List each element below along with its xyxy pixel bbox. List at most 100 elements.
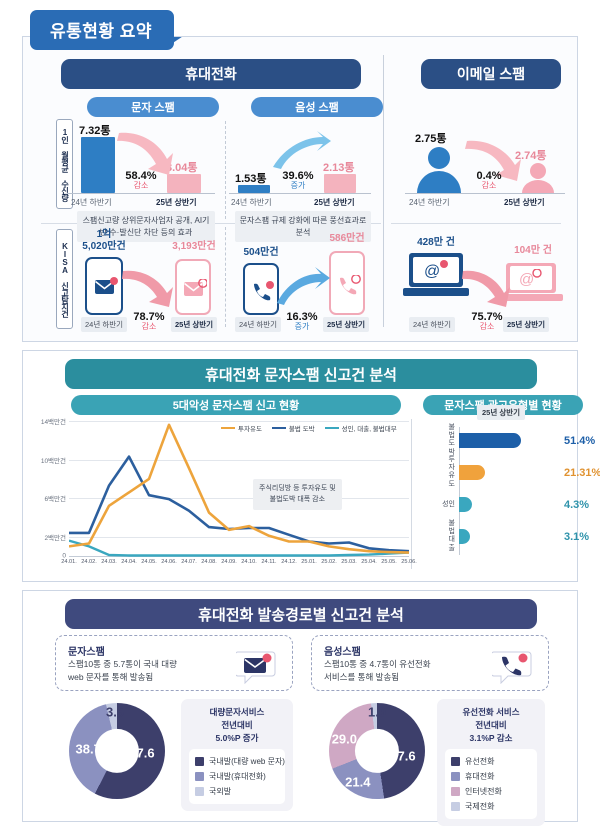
person-icon-prev bbox=[415, 147, 463, 193]
gridline-14 bbox=[69, 421, 409, 422]
email-report-prev-value: 428만 건 bbox=[417, 237, 455, 248]
legend-swatch-sms-1 bbox=[195, 772, 204, 782]
xtick-4: 24.05. bbox=[141, 559, 157, 565]
voice-report-change-dir: 증가 bbox=[294, 322, 310, 332]
envelope-icon-pink bbox=[184, 279, 207, 296]
xtick-10: 24.11. bbox=[261, 559, 277, 565]
line-series-illegal-gambling bbox=[69, 455, 409, 553]
ytick-2: 2백만건 bbox=[44, 534, 66, 542]
voice-curr-bar bbox=[324, 174, 356, 193]
ytick-14: 14백만건 bbox=[40, 419, 66, 426]
sms-period-prev: 24년 하반기 bbox=[71, 198, 112, 207]
row-divider-right bbox=[391, 223, 561, 224]
xtick-5: 24.06. bbox=[161, 559, 177, 565]
email-period-prev: 24년 하반기 bbox=[409, 198, 450, 207]
legend-item-sms-0: 국내발(대량 web 문자) bbox=[195, 754, 285, 769]
laptop-icon-prev: @ bbox=[403, 253, 469, 299]
svg-text:@: @ bbox=[424, 263, 440, 280]
column-divider-2 bbox=[225, 227, 226, 327]
card-voice-title: 음성스팸 bbox=[324, 647, 361, 658]
card-sms-route: 문자스팸 스팸10통 중 5.7통이 국내 대량 web 문자를 통해 발송됨 bbox=[55, 635, 293, 691]
legend-box-sms-route: 대량문자서비스 전년대비 5.0%P 증가 국내발(대량 web 문자) 국내발… bbox=[181, 699, 293, 812]
sms-curr-value: 3.04통 bbox=[166, 162, 198, 174]
sms-report-analysis-panel: 휴대전화 문자스팸 신고건 분석 5대악성 문자스팸 신고 현황 문자스팸 광고… bbox=[22, 350, 600, 582]
bar-fill-adult bbox=[459, 497, 472, 512]
row-label-kisa-reports: KISA 신고탐지건 bbox=[56, 229, 73, 329]
person-icon-curr bbox=[520, 163, 556, 193]
legend-swatch-voice-0 bbox=[451, 757, 460, 767]
gridline-2 bbox=[69, 536, 409, 538]
column-divider-1 bbox=[225, 121, 226, 219]
legend-swatch-sms-2 bbox=[195, 787, 204, 797]
sms-report-period-curr: 25년 상반기 bbox=[171, 317, 218, 332]
bar-label-illegal-loan: 불법 대출 bbox=[448, 519, 455, 552]
xtick-14: 25.03. bbox=[341, 559, 357, 565]
bar-chart-period: 25년 상반기 bbox=[477, 405, 526, 420]
header-sms-report-analysis: 휴대전화 문자스팸 신고건 분석 bbox=[55, 359, 547, 389]
legend-swatch-voice-2 bbox=[451, 787, 460, 797]
legend-items-voice: 유선전화 휴대전화 인터넷전화 국제전화 bbox=[445, 749, 537, 820]
card-sms-text: 스팸10통 중 5.7통이 국내 대량 web 문자를 통해 발송됨 bbox=[68, 659, 177, 682]
sms-report-prev-value: 1억 5,020만건 bbox=[82, 229, 126, 252]
xtick-1: 24.02. bbox=[81, 559, 97, 565]
voice-change-dir: 증가 bbox=[290, 181, 306, 191]
bar-fill-gambling bbox=[459, 433, 521, 448]
voice-period-curr: 25년 상반기 bbox=[314, 198, 355, 207]
up-arrow-blue-voice bbox=[273, 131, 331, 169]
card-voice-route: 음성스팸 스팸10통 중 4.7통이 유선전화 서비스를 통해 발송됨 bbox=[311, 635, 549, 691]
donut-value-sms-2: 3.5 bbox=[106, 704, 125, 720]
sms-axis bbox=[67, 193, 215, 194]
ytick-10: 10백만건 bbox=[40, 457, 66, 465]
donut-value-sms-1: 38.7 bbox=[75, 741, 101, 757]
donut-value-voice-1: 21.4 bbox=[345, 774, 371, 790]
legend-item-sms-1: 국내발(휴대전화) bbox=[195, 769, 279, 784]
xtick-12: 25.01. bbox=[301, 559, 317, 565]
bar-value-adult: 4.3% bbox=[564, 498, 590, 511]
voice-period-prev: 24년 하반기 bbox=[231, 198, 272, 207]
voice-report-period-prev: 24년 하반기 bbox=[235, 317, 282, 332]
sms-note: 스팸신고량 상위문자사업자 공개, AI기반 수·발신단 차단 등의 효과 bbox=[77, 211, 215, 243]
sms-report-curr-value: 3,193만건 bbox=[172, 241, 216, 252]
bar-value-gambling: 51.4% bbox=[564, 434, 596, 447]
row-label-monthly-received: 1인 월평균 수신량 bbox=[56, 119, 73, 209]
subheader-voice-spam: 음성 스팸 bbox=[251, 97, 383, 117]
phone-icon-sms-curr bbox=[175, 259, 211, 315]
donut-hole-voice bbox=[354, 728, 400, 774]
bar-value-investment: 21.31% bbox=[564, 466, 600, 479]
donut-value-voice-2: 29.0 bbox=[331, 731, 358, 747]
line-chart-legend: 투자유도 불법 도박 성인, 대출, 불법대부 bbox=[221, 423, 397, 433]
sms-change-dir: 감소 bbox=[133, 181, 149, 191]
legend-item-gambling: 불법 도박 bbox=[271, 423, 315, 433]
voice-prev-value: 1.53통 bbox=[235, 173, 267, 185]
down-arrow-red-email bbox=[465, 140, 521, 181]
xtick-6: 24.07. bbox=[181, 559, 197, 565]
xtick-2: 24.03. bbox=[101, 559, 117, 565]
email-report-change-pct: 75.7% bbox=[471, 311, 503, 323]
phone-icon-voice-prev bbox=[243, 263, 279, 315]
subheader-top5-malicious: 5대악성 문자스팸 신고 현황 bbox=[71, 395, 401, 415]
voice-report-change: 16.3% 증가 bbox=[277, 311, 327, 332]
legend-swatch-sms-0 bbox=[195, 757, 204, 767]
at-sign-icon-blue: @ bbox=[424, 260, 448, 280]
xtick-7: 24.08. bbox=[201, 559, 217, 565]
email-report-period-prev: 24년 하반기 bbox=[409, 317, 456, 332]
xtick-0: 24.01. bbox=[61, 559, 77, 565]
voice-change-pct: 39.6% bbox=[282, 170, 314, 182]
xtick-9: 24.10. bbox=[241, 559, 257, 565]
bar-value-illegal-loan: 3.1% bbox=[564, 530, 590, 543]
svg-text:@: @ bbox=[519, 271, 534, 287]
legend-label-gambling: 불법 도박 bbox=[288, 426, 315, 433]
xtick-11: 24.12. bbox=[281, 559, 297, 565]
bar-label-adult: 성인 bbox=[442, 500, 455, 508]
xtick-13: 25.02. bbox=[321, 559, 337, 565]
gridline-10 bbox=[69, 459, 409, 461]
email-report-change: 75.7% 감소 bbox=[461, 311, 513, 332]
card-sms-title: 문자스팸 bbox=[68, 647, 105, 658]
summary-panel: 휴대전화 이메일 스팸 문자 스팸 음성 스팸 1인 월평균 수신량 KISA … bbox=[22, 36, 578, 342]
bar-label-gambling: 불법 도박 bbox=[448, 423, 455, 456]
legend-label-voice-0: 유선전화 bbox=[465, 757, 495, 767]
down-arrow-red-sms-report bbox=[122, 270, 173, 307]
legend-label-voice-1: 휴대전화 bbox=[465, 772, 495, 782]
down-arrow-red-email-report bbox=[462, 270, 510, 307]
legend-item-voice-1: 휴대전화 bbox=[451, 769, 531, 784]
